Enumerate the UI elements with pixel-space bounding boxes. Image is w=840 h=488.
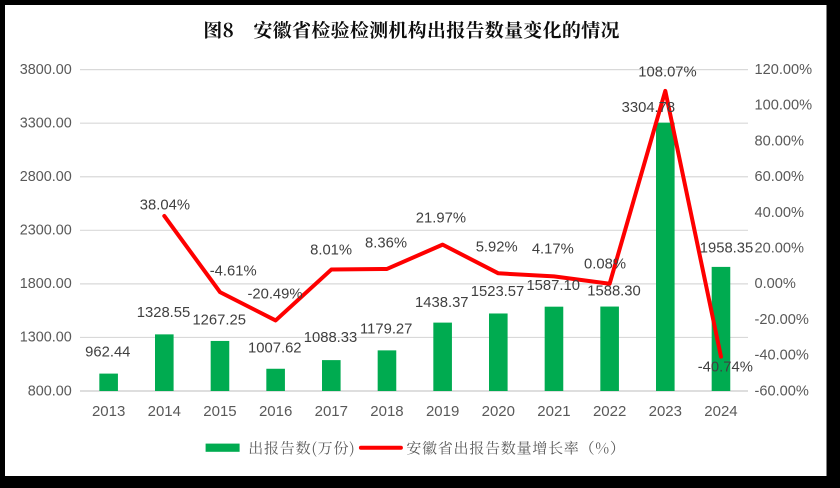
- svg-text:2016: 2016: [259, 403, 292, 420]
- svg-text:2022: 2022: [593, 403, 626, 420]
- svg-text:0.00%: 0.00%: [755, 276, 796, 292]
- svg-text:1267.25: 1267.25: [192, 313, 246, 329]
- svg-text:108.07%: 108.07%: [638, 64, 696, 80]
- svg-text:1958.35: 1958.35: [700, 241, 754, 257]
- svg-text:1088.33: 1088.33: [304, 330, 358, 346]
- svg-text:2800.00: 2800.00: [20, 169, 72, 185]
- svg-text:2014: 2014: [148, 403, 181, 420]
- svg-text:40.00%: 40.00%: [755, 205, 805, 221]
- svg-text:-60.00%: -60.00%: [755, 383, 809, 399]
- svg-text:3300.00: 3300.00: [20, 115, 72, 131]
- svg-text:2015: 2015: [203, 403, 236, 420]
- svg-text:5.92%: 5.92%: [476, 240, 518, 256]
- svg-text:2021: 2021: [537, 403, 570, 420]
- svg-text:1800.00: 1800.00: [20, 276, 72, 292]
- svg-text:800.00: 800.00: [28, 383, 72, 399]
- svg-text:-20.00%: -20.00%: [755, 312, 809, 328]
- svg-text:2020: 2020: [482, 403, 515, 420]
- svg-text:2300.00: 2300.00: [20, 223, 72, 239]
- svg-text:-4.61%: -4.61%: [210, 264, 257, 280]
- svg-text:100.00%: 100.00%: [755, 98, 813, 114]
- svg-text:-20.49%: -20.49%: [247, 287, 302, 303]
- svg-text:8.36%: 8.36%: [365, 235, 407, 251]
- svg-text:1438.37: 1438.37: [415, 295, 469, 311]
- svg-text:-40.74%: -40.74%: [698, 359, 753, 375]
- svg-text:2023: 2023: [649, 403, 682, 420]
- svg-text:2019: 2019: [426, 403, 459, 420]
- svg-text:2017: 2017: [315, 403, 348, 420]
- svg-text:2013: 2013: [92, 403, 125, 420]
- svg-text:0.08%: 0.08%: [584, 256, 626, 272]
- svg-text:3800.00: 3800.00: [20, 62, 72, 78]
- svg-text:1588.30: 1588.30: [587, 283, 641, 299]
- svg-text:21.97%: 21.97%: [416, 211, 466, 227]
- svg-text:1523.57: 1523.57: [471, 284, 525, 300]
- svg-text:38.04%: 38.04%: [140, 197, 190, 213]
- svg-text:2024: 2024: [704, 403, 737, 420]
- svg-text:2018: 2018: [370, 403, 403, 420]
- svg-text:3304.78: 3304.78: [622, 100, 676, 116]
- svg-text:4.17%: 4.17%: [532, 242, 574, 258]
- svg-text:80.00%: 80.00%: [755, 133, 805, 149]
- svg-text:1587.10: 1587.10: [526, 278, 580, 294]
- svg-text:8.01%: 8.01%: [310, 243, 352, 259]
- svg-text:-40.00%: -40.00%: [755, 348, 809, 364]
- svg-text:962.44: 962.44: [85, 345, 130, 361]
- svg-text:1179.27: 1179.27: [360, 321, 412, 337]
- svg-text:1300.00: 1300.00: [20, 330, 72, 346]
- svg-text:120.00%: 120.00%: [755, 62, 813, 78]
- svg-text:20.00%: 20.00%: [755, 240, 805, 256]
- svg-text:1007.62: 1007.62: [248, 340, 302, 356]
- svg-text:60.00%: 60.00%: [755, 169, 805, 185]
- svg-text:1328.55: 1328.55: [137, 305, 191, 321]
